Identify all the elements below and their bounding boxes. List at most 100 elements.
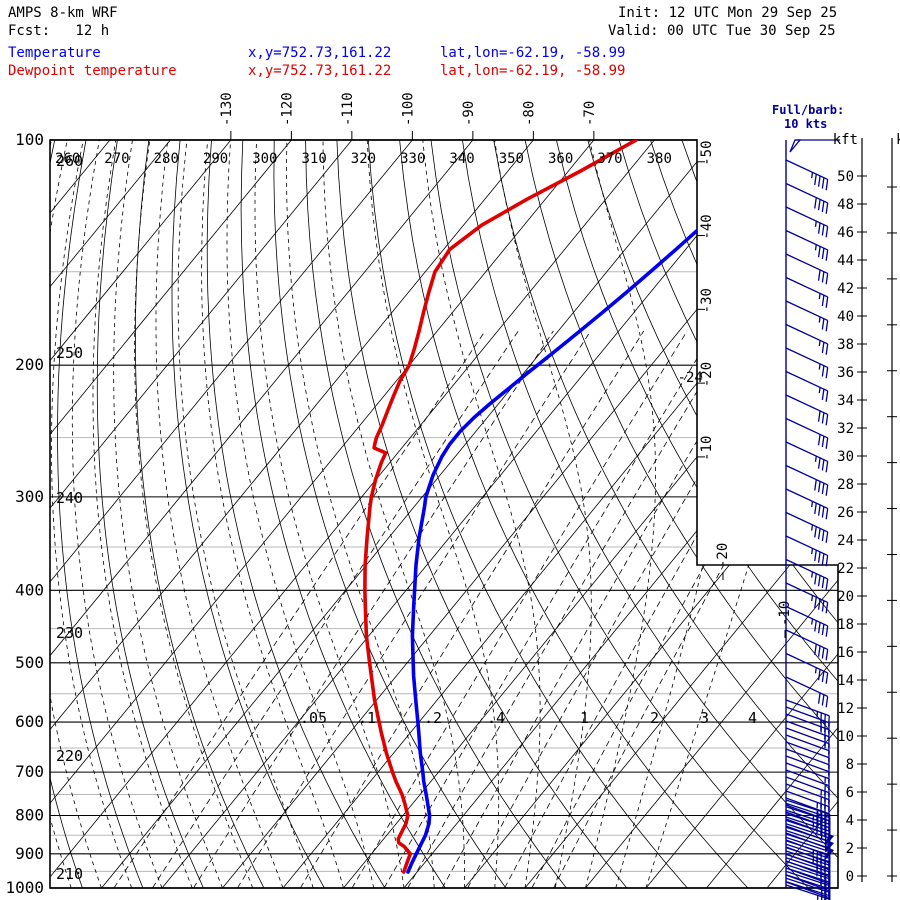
pressure-tick-label: 900 [15,844,44,863]
dewpoint-profile-line [363,140,638,874]
kft-tick-label: 46 [837,225,854,241]
wind-barb [785,370,829,402]
valid-time: Valid: 00 UTC Tue 30 Sep 25 [608,23,836,39]
pressure-tick-label: 100 [15,130,44,149]
wind-barb [785,253,829,285]
temperature-profile-line [406,140,797,874]
wind-barb [785,582,829,614]
mixing-ratio-label: 3 [700,709,709,727]
wind-barb-column [785,139,840,900]
barb-legend-line2: 10 kts [784,117,828,131]
wind-barb [785,720,830,748]
mixing-ratio-label: .1 [358,709,376,727]
wind-barb [785,159,829,191]
isotherm-right-label: -30 [699,288,715,313]
kft-tick-label: 34 [837,393,854,409]
wind-barb [785,182,829,214]
isotherm-right-label: -10 [777,601,793,626]
kft-tick-label: 14 [837,673,854,689]
mixing-ratio-label: .2 [424,709,442,727]
kft-tick-label: 38 [837,337,854,353]
kft-tick-label: 50 [837,169,854,185]
wind-barb [785,727,830,755]
mixing-ratio-label: 4 [748,709,757,727]
theta-left-label: 220 [56,747,83,765]
theta-left-label: 240 [56,489,83,507]
mixing-ratio-label: .05 [300,709,327,727]
theta-top-label: 280 [154,151,179,167]
mixing-ratio-label: 1 [580,709,589,727]
kft-tick-label: 24 [837,533,854,549]
wind-barb [785,629,829,661]
kft-tick-label: 0 [846,869,854,885]
km-axis-title: km [896,132,900,148]
wind-barb [785,535,829,567]
isotherm-right-label: -20 [715,543,731,568]
pressure-tick-label: 200 [15,355,44,374]
kft-axis-title: kft [833,132,858,148]
wind-barb [785,605,829,637]
wind-barb [785,652,829,684]
theta-left-label: 260 [56,152,83,170]
temperature-legend-label: Temperature [8,45,101,61]
isotherm-top-label: -80 [521,101,537,126]
wind-barb [785,464,829,496]
kft-tick-label: 40 [837,309,854,325]
wind-barb [785,762,830,790]
kft-tick-label: 30 [837,449,854,465]
dewpoint-legend-label: Dewpoint temperature [8,63,177,79]
barb-legend-line1: Full/barb: [772,103,845,117]
kft-tick-label: 20 [837,589,854,605]
pressure-tick-label: 500 [15,653,44,672]
kft-tick-label: 8 [846,757,854,773]
kft-tick-label: 18 [837,617,854,633]
kft-tick-label: 42 [837,281,854,297]
wind-barb [785,706,830,734]
pressure-tick-label: 400 [15,580,44,599]
theta-top-label: 360 [548,151,573,167]
mixing-ratio-lines [113,330,838,888]
wind-barb [785,511,829,543]
isotherm-top-label: -90 [461,101,477,126]
theta-top-label: 320 [351,151,376,167]
kft-tick-label: 44 [837,253,854,269]
wind-barb [785,347,829,379]
isotherm-mid-label: -24 [678,370,703,386]
sounding-profiles [363,140,797,874]
theta-left-label: 210 [56,865,83,883]
pressure-tick-label: 800 [15,806,44,825]
wind-barb [785,323,829,355]
theta-top-label: 260 [55,151,80,167]
temperature-legend-xy: x,y=752.73,161.22 [248,45,392,61]
theta-top-label: 350 [499,151,524,167]
model-title: AMPS 8-km WRF [8,5,118,21]
isotherm-right-label: -20 [699,362,715,387]
theta-left-label: 250 [56,344,83,362]
theta-top-label: 380 [647,151,672,167]
dewpoint-legend-latlon: lat,lon=-62.19, -58.99 [440,63,626,79]
theta-left-label: 230 [56,624,83,642]
theta-top-label: 310 [302,151,327,167]
isotherm-right-label: -50 [699,140,715,165]
wind-barb [785,676,829,708]
pressure-tick-label: 700 [15,762,44,781]
pressure-tick-label: 600 [15,712,44,731]
wind-barb [785,755,830,783]
wind-barb [785,229,829,261]
kft-tick-label: 36 [837,365,854,381]
pressure-tick-label: 1000 [5,878,44,897]
theta-top-label: 300 [252,151,277,167]
wind-barb [785,713,830,741]
kft-tick-label: 48 [837,197,854,213]
theta-top-label: 330 [400,151,425,167]
wind-barb [785,276,829,308]
theta-top-label: 290 [203,151,228,167]
forecast-hour: Fcst: 12 h [8,23,110,39]
pressure-tick-label: 300 [15,487,44,506]
kft-tick-label: 22 [837,561,854,577]
wind-barb [785,300,829,332]
wind-barb [785,441,829,473]
plot-border [49,139,839,889]
kft-tick-label: 6 [846,785,854,801]
